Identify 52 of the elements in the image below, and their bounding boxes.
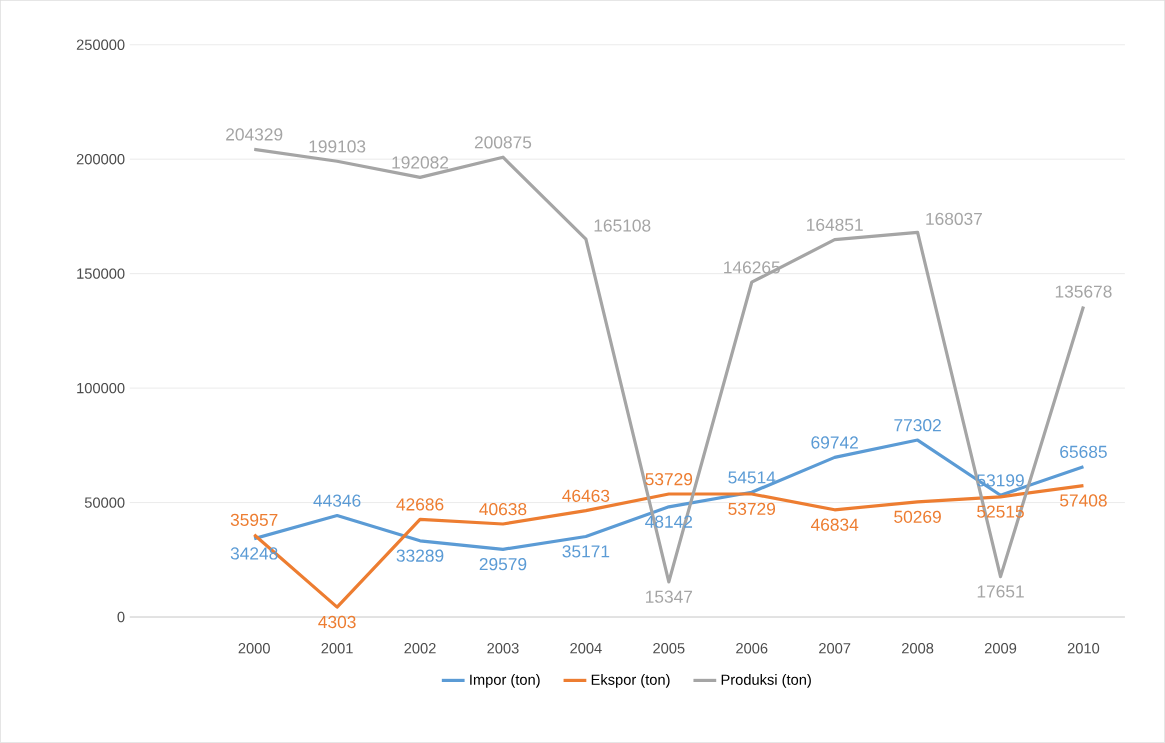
data-label: 53199 (977, 474, 1024, 487)
x-tick-label: 2009 (984, 643, 1017, 654)
data-label: 199103 (309, 140, 366, 153)
data-label: 164851 (807, 218, 863, 232)
data-label: 33289 (396, 549, 444, 562)
data-label: 44346 (313, 494, 361, 507)
legend-label: Ekspor (ton) (591, 674, 670, 688)
x-tick-label: 2007 (819, 643, 851, 654)
data-label: 53729 (645, 473, 693, 486)
x-tick-label: 2001 (321, 643, 353, 654)
data-label: 204329 (226, 128, 283, 141)
data-label: 146265 (724, 261, 780, 274)
data-label: 69742 (811, 436, 858, 449)
data-label: 192082 (392, 156, 449, 169)
y-tick-label: 100000 (77, 383, 125, 394)
data-label: 54514 (728, 471, 776, 484)
data-label: 200875 (474, 136, 532, 149)
data-label: 77302 (894, 419, 941, 432)
data-label: 35171 (562, 545, 610, 558)
data-label: 42686 (396, 498, 444, 511)
x-tick-label: 2002 (404, 643, 436, 654)
data-label: 17651 (977, 585, 1024, 598)
y-tick-label: 250000 (76, 39, 125, 51)
data-label: 15347 (646, 590, 693, 603)
data-label: 52515 (977, 505, 1024, 518)
x-tick-label: 2003 (487, 643, 519, 654)
x-tick-label: 2010 (1067, 643, 1100, 654)
data-label: 4303 (318, 615, 356, 629)
x-tick-label: 2005 (653, 643, 685, 654)
data-label: 53729 (728, 502, 776, 516)
data-label: 48142 (645, 515, 693, 528)
data-label: 35957 (230, 513, 278, 527)
data-label: 168037 (926, 212, 982, 226)
data-label: 40638 (479, 503, 527, 516)
data-label: 46463 (562, 489, 610, 503)
y-tick-label: 50000 (84, 497, 125, 508)
data-label: 165108 (594, 219, 651, 232)
data-label: 135678 (1055, 285, 1112, 298)
x-tick-label: 2008 (902, 643, 934, 654)
x-tick-label: 2004 (570, 643, 602, 654)
legend-label: Impor (ton) (470, 674, 540, 688)
data-label: 65685 (1060, 445, 1107, 459)
data-label: 57408 (1060, 494, 1107, 507)
x-tick-label: 2000 (238, 643, 270, 654)
x-tick-label: 2006 (736, 643, 768, 654)
data-label: 29579 (479, 558, 527, 571)
y-tick-label: 0 (117, 611, 125, 623)
data-label: 50269 (894, 510, 941, 524)
y-tick-label: 150000 (77, 268, 125, 279)
data-label: 46834 (810, 518, 859, 531)
legend-label: Produksi (ton) (721, 674, 811, 688)
y-tick-label: 200000 (76, 154, 125, 165)
